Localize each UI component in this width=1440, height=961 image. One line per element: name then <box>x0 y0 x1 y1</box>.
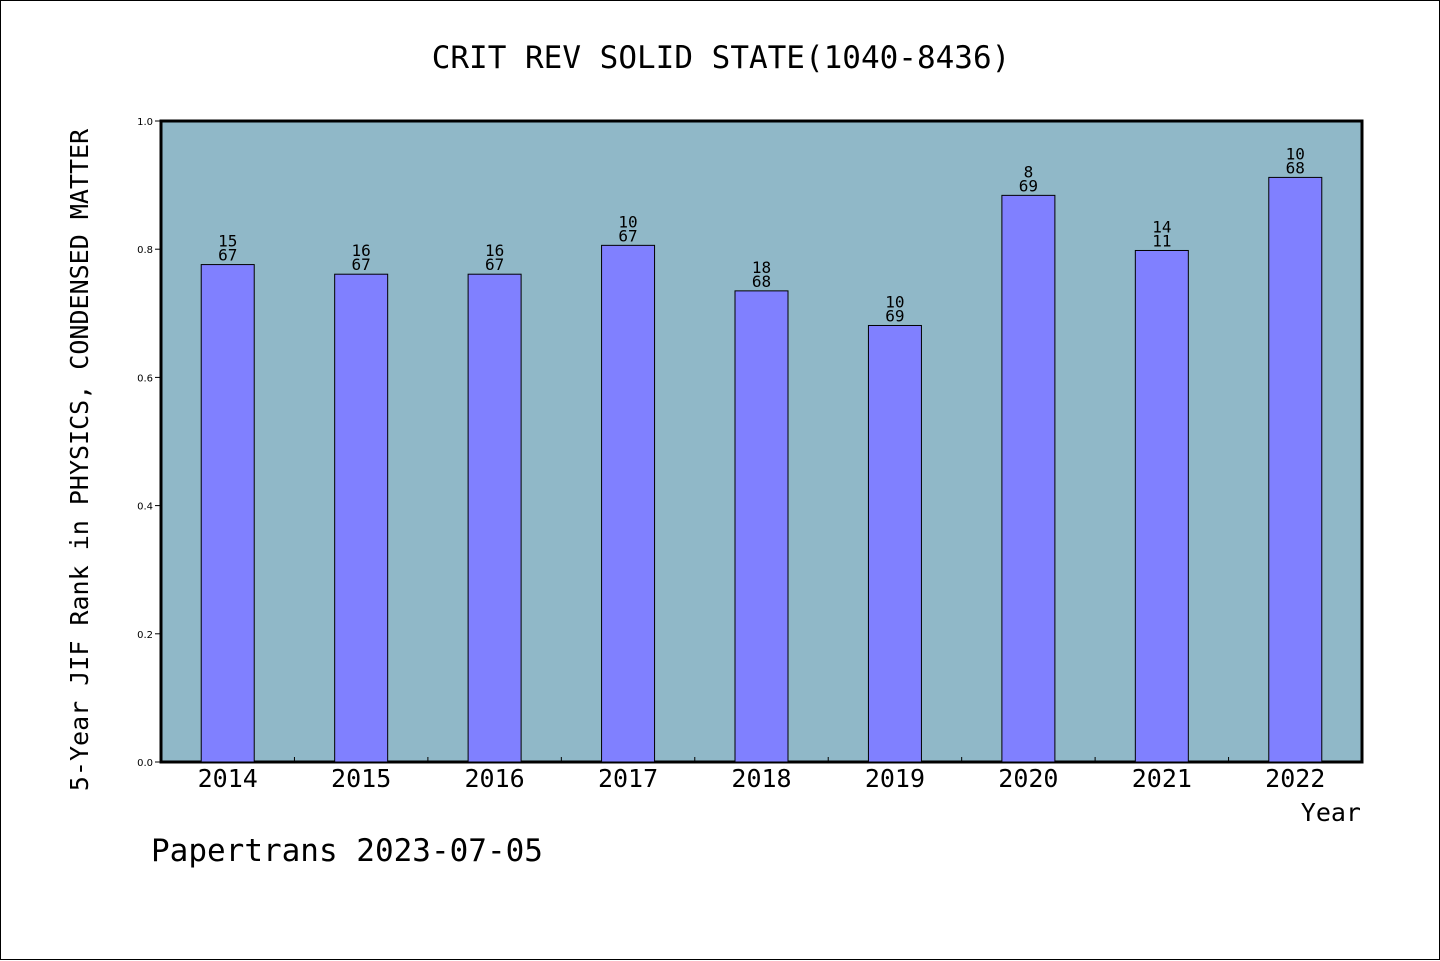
bar-rank-label: 16 <box>485 241 504 260</box>
bar-rank-label: 15 <box>218 232 237 251</box>
x-tick-label: 2016 <box>465 764 525 793</box>
bar-total-label: 67 <box>618 226 637 245</box>
x-tick-label: 2019 <box>865 764 925 793</box>
y-axis-label: 5-Year JIF Rank in PHYSICS, CONDENSED MA… <box>65 128 94 791</box>
bar-rank-label: 10 <box>885 292 904 311</box>
bar-total-label: 68 <box>752 272 771 291</box>
x-tick-label: 2021 <box>1132 764 1192 793</box>
x-tick-label: 2018 <box>731 764 791 793</box>
bar <box>601 244 656 763</box>
bar-rank-label: 10 <box>618 212 637 231</box>
bar <box>200 264 255 763</box>
y-tick-label: 0.4 <box>137 502 153 513</box>
bar-total-label: 68 <box>1286 158 1305 177</box>
bar-total-label: 67 <box>485 255 504 274</box>
bar <box>334 273 389 763</box>
x-tick-label: 2014 <box>198 764 258 793</box>
bar-rank-label: 10 <box>1286 144 1305 163</box>
bar <box>1134 249 1189 763</box>
bar <box>1268 176 1323 763</box>
y-axis: 0.0 0.2 0.4 0.6 0.8 1.0 <box>137 117 161 769</box>
y-tick-label: 0.6 <box>137 373 153 384</box>
bar-total-label: 69 <box>1019 176 1038 195</box>
bar-rank-label: 8 <box>1024 162 1034 181</box>
y-tick-label: 0.2 <box>137 630 153 641</box>
bar-total-label: 67 <box>218 246 237 265</box>
x-tick-label: 2020 <box>998 764 1058 793</box>
bar-rank-label: 18 <box>752 258 771 277</box>
y-tick-label: 1.0 <box>137 117 153 128</box>
bar-rank-label: 14 <box>1152 217 1171 236</box>
footer-credit: Papertrans 2023-07-05 <box>151 833 543 869</box>
x-axis-label: Year <box>1301 798 1361 827</box>
bar-total-label: 67 <box>352 255 371 274</box>
bar-rank-label: 16 <box>352 241 371 260</box>
bar <box>867 324 922 763</box>
x-tick-label: 2022 <box>1265 764 1325 793</box>
bar-total-label: 11 <box>1152 231 1171 250</box>
x-axis: 2014 2015 2016 2017 2018 2019 2020 2021 2022 <box>198 757 1325 793</box>
bar <box>734 290 789 763</box>
y-tick-label: 0.8 <box>137 245 153 256</box>
bar <box>467 273 522 763</box>
bar <box>1001 194 1056 763</box>
x-tick-label: 2017 <box>598 764 658 793</box>
y-tick-label: 0.0 <box>137 758 153 769</box>
x-tick-label: 2015 <box>331 764 391 793</box>
bar-total-label: 69 <box>885 306 904 325</box>
chart-title: CRIT REV SOLID STATE(1040-8436) <box>432 40 1011 76</box>
